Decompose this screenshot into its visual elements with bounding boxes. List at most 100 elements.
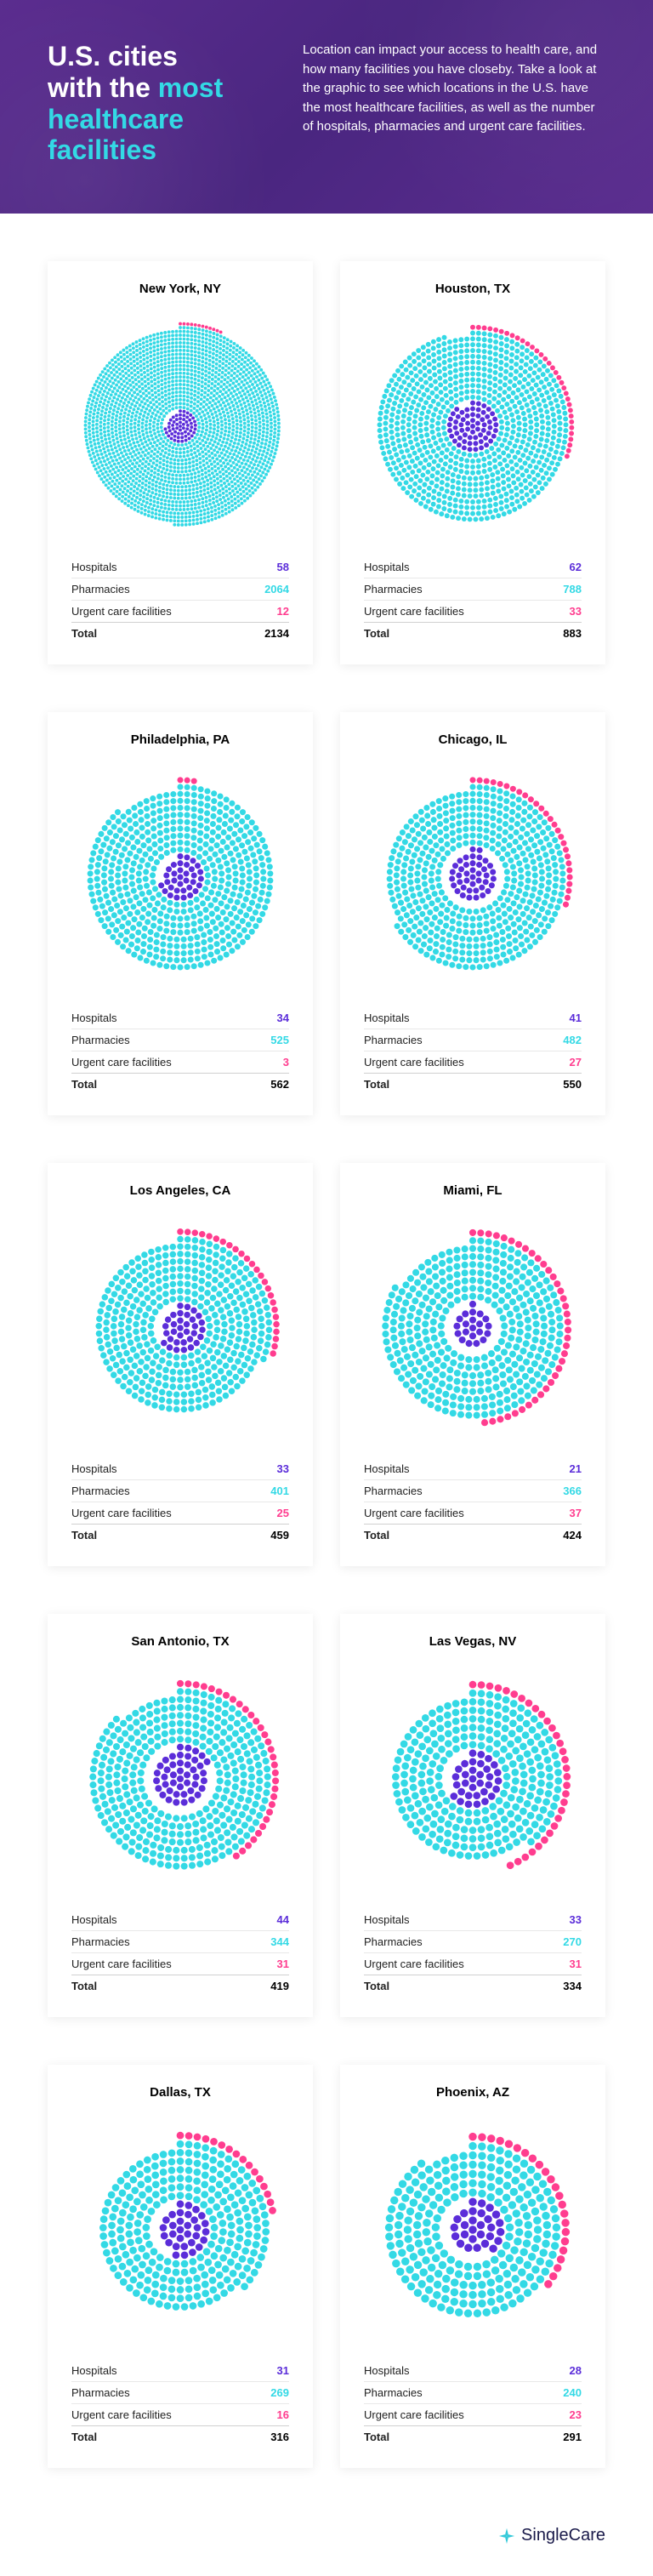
city-name: Phoenix, AZ <box>364 2085 582 2100</box>
stat-value: 28 <box>570 2364 582 2377</box>
stat-value: 62 <box>570 561 582 573</box>
dot-cluster-svg <box>71 1219 289 1437</box>
stat-label: Pharmacies <box>71 583 130 596</box>
city-card: New York, NY Hospitals 58 Pharmacies 206… <box>48 261 313 664</box>
stat-row-pharmacies: Pharmacies 344 <box>71 1930 289 1952</box>
stat-value: 33 <box>570 605 582 618</box>
footer: SingleCare <box>0 2502 653 2576</box>
stat-label: Total <box>71 627 97 640</box>
stat-row-hospitals: Hospitals 33 <box>364 1909 582 1930</box>
stat-label: Total <box>71 1529 97 1542</box>
stat-value: 3 <box>283 1056 289 1069</box>
stat-value: 482 <box>563 1034 582 1046</box>
stat-label: Urgent care facilities <box>364 605 464 618</box>
stat-row-urgent: Urgent care facilities 25 <box>71 1502 289 1524</box>
city-name: Philadelphia, PA <box>71 732 289 747</box>
stat-value: 269 <box>270 2386 289 2399</box>
stat-value: 58 <box>277 561 289 573</box>
stat-label: Urgent care facilities <box>71 1056 172 1069</box>
dot-cluster <box>364 303 582 550</box>
stat-value: 419 <box>270 1980 289 1992</box>
stat-row-pharmacies: Pharmacies 270 <box>364 1930 582 1952</box>
stat-label: Hospitals <box>364 561 409 573</box>
stat-value: 270 <box>563 1935 582 1948</box>
stat-label: Hospitals <box>364 1913 409 1926</box>
stat-value: 27 <box>570 1056 582 1069</box>
stat-label: Total <box>71 1078 97 1091</box>
stat-value: 25 <box>277 1507 289 1519</box>
stat-label: Urgent care facilities <box>364 1507 464 1519</box>
stat-label: Hospitals <box>71 2364 116 2377</box>
stat-value: 550 <box>563 1078 582 1091</box>
title-line2-accent: most <box>158 72 223 103</box>
stat-value: 883 <box>563 627 582 640</box>
stat-row-total: Total 419 <box>71 1975 289 1997</box>
stat-value: 44 <box>277 1913 289 1926</box>
city-name: San Antonio, TX <box>71 1634 289 1649</box>
stats-table: Hospitals 21 Pharmacies 366 Urgent care … <box>364 1458 582 1546</box>
stat-value: 33 <box>277 1462 289 1475</box>
stat-row-pharmacies: Pharmacies 366 <box>364 1479 582 1502</box>
stat-value: 334 <box>563 1980 582 1992</box>
stat-row-urgent: Urgent care facilities 23 <box>364 2403 582 2425</box>
stats-table: Hospitals 41 Pharmacies 482 Urgent care … <box>364 1007 582 1095</box>
stat-value: 2064 <box>264 583 289 596</box>
brand-icon <box>497 2527 516 2545</box>
stat-row-hospitals: Hospitals 33 <box>71 1458 289 1479</box>
stat-row-total: Total 459 <box>71 1524 289 1546</box>
stat-label: Hospitals <box>364 2364 409 2377</box>
stat-value: 525 <box>270 1034 289 1046</box>
stats-table: Hospitals 58 Pharmacies 2064 Urgent care… <box>71 556 289 644</box>
stat-value: 16 <box>277 2408 289 2421</box>
stat-row-total: Total 334 <box>364 1975 582 1997</box>
stat-label: Pharmacies <box>71 1034 130 1046</box>
stats-table: Hospitals 31 Pharmacies 269 Urgent care … <box>71 2360 289 2448</box>
city-name: Las Vegas, NV <box>364 1634 582 1649</box>
city-card: Miami, FL Hospitals 21 Pharmacies 366 Ur… <box>340 1163 605 1566</box>
stat-label: Pharmacies <box>364 1485 423 1497</box>
stat-value: 23 <box>570 2408 582 2421</box>
stats-table: Hospitals 44 Pharmacies 344 Urgent care … <box>71 1909 289 1997</box>
stat-row-total: Total 883 <box>364 622 582 644</box>
stat-value: 33 <box>570 1913 582 1926</box>
dot-cluster-svg <box>71 768 289 986</box>
stat-value: 424 <box>563 1529 582 1542</box>
city-card: Chicago, IL Hospitals 41 Pharmacies 482 … <box>340 712 605 1115</box>
stat-row-pharmacies: Pharmacies 788 <box>364 578 582 600</box>
stats-table: Hospitals 33 Pharmacies 401 Urgent care … <box>71 1458 289 1546</box>
stat-label: Total <box>364 627 389 640</box>
stat-row-urgent: Urgent care facilities 31 <box>71 1952 289 1975</box>
dot-cluster <box>364 1205 582 1451</box>
stats-table: Hospitals 62 Pharmacies 788 Urgent care … <box>364 556 582 644</box>
city-card: Houston, TX Hospitals 62 Pharmacies 788 … <box>340 261 605 664</box>
dot-cluster <box>71 1656 289 1902</box>
stat-label: Total <box>364 1078 389 1091</box>
stat-label: Total <box>71 2431 97 2443</box>
stat-row-pharmacies: Pharmacies 482 <box>364 1029 582 1051</box>
dot-cluster-svg <box>364 768 582 986</box>
city-name: Miami, FL <box>364 1183 582 1198</box>
stat-label: Urgent care facilities <box>71 1958 172 1970</box>
stat-row-pharmacies: Pharmacies 401 <box>71 1479 289 1502</box>
stats-table: Hospitals 34 Pharmacies 525 Urgent care … <box>71 1007 289 1095</box>
stat-label: Urgent care facilities <box>71 1507 172 1519</box>
stat-value: 562 <box>270 1078 289 1091</box>
stat-value: 366 <box>563 1485 582 1497</box>
stat-row-urgent: Urgent care facilities 31 <box>364 1952 582 1975</box>
stat-label: Hospitals <box>71 1913 116 1926</box>
stat-row-pharmacies: Pharmacies 240 <box>364 2381 582 2403</box>
stats-table: Hospitals 28 Pharmacies 240 Urgent care … <box>364 2360 582 2448</box>
dot-cluster-svg <box>364 1670 582 1888</box>
dot-cluster <box>364 754 582 1000</box>
stat-label: Urgent care facilities <box>364 1056 464 1069</box>
stats-table: Hospitals 33 Pharmacies 270 Urgent care … <box>364 1909 582 1997</box>
stat-label: Pharmacies <box>364 583 423 596</box>
stat-row-pharmacies: Pharmacies 2064 <box>71 578 289 600</box>
stat-row-urgent: Urgent care facilities 3 <box>71 1051 289 1073</box>
stat-value: 31 <box>277 1958 289 1970</box>
stat-row-total: Total 2134 <box>71 622 289 644</box>
stat-row-urgent: Urgent care facilities 16 <box>71 2403 289 2425</box>
dot-cluster <box>71 1205 289 1451</box>
stat-row-urgent: Urgent care facilities 12 <box>71 600 289 622</box>
city-name: Dallas, TX <box>71 2085 289 2100</box>
